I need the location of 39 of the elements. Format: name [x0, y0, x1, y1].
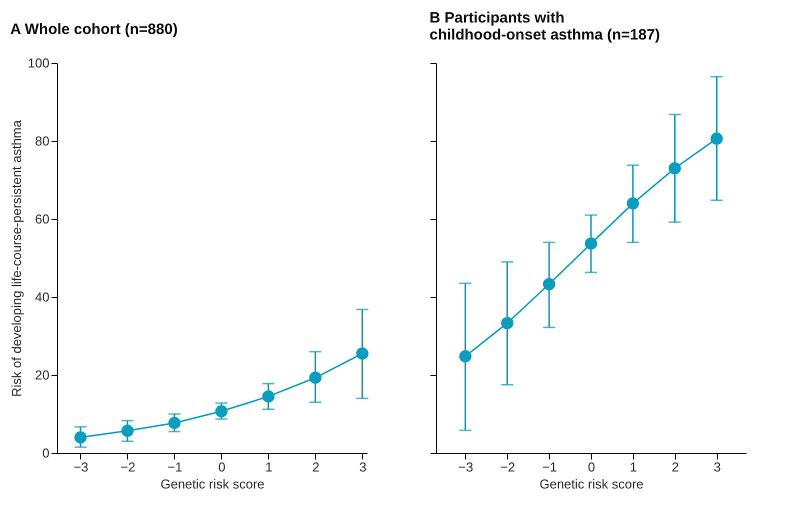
point — [459, 350, 472, 362]
x-tick-label: 3 — [359, 460, 366, 474]
chart-title: B Participants with childhood-onset asthma (n=187) — [430, 10, 660, 44]
y-tick-label: 60 — [35, 212, 50, 226]
x-tick-label: −2 — [120, 460, 136, 474]
x-tick-label: 1 — [265, 460, 272, 474]
point — [501, 317, 514, 330]
x-tick-label: −1 — [168, 460, 182, 474]
x-tick-label: 2 — [672, 460, 679, 474]
y-axis-title: Risk of developing life-course-persistent asthma — [8, 119, 24, 397]
x-tick-label: −3 — [458, 460, 474, 474]
chart-title: A Whole cohort (n=880) — [10, 21, 178, 38]
point — [215, 405, 228, 418]
point — [584, 237, 598, 250]
y-tick-label: 80 — [35, 134, 50, 148]
point — [121, 424, 134, 437]
point — [309, 372, 322, 384]
point — [356, 347, 368, 360]
x-axis-title: Genetic risk score — [160, 476, 265, 492]
x-tick-label: 1 — [630, 460, 638, 474]
point — [668, 162, 681, 174]
y-tick-label: 20 — [35, 368, 50, 382]
y-tick-label: 100 — [28, 56, 50, 70]
y-tick-label: 0 — [42, 446, 50, 460]
point — [168, 416, 181, 430]
x-tick-label: −1 — [542, 460, 558, 474]
x-tick-label: −3 — [74, 460, 88, 474]
point — [262, 390, 274, 403]
x-tick-label: −2 — [500, 460, 516, 474]
x-axis-title: Genetic risk score — [539, 476, 644, 492]
x-tick-label: 0 — [588, 460, 596, 474]
y-tick-label: 40 — [35, 290, 50, 304]
point — [74, 431, 87, 444]
point — [710, 132, 723, 145]
point — [542, 278, 556, 290]
point — [626, 197, 640, 210]
x-tick-label: 3 — [714, 460, 721, 474]
x-tick-label: 0 — [218, 460, 226, 474]
x-tick-label: 2 — [312, 460, 320, 474]
